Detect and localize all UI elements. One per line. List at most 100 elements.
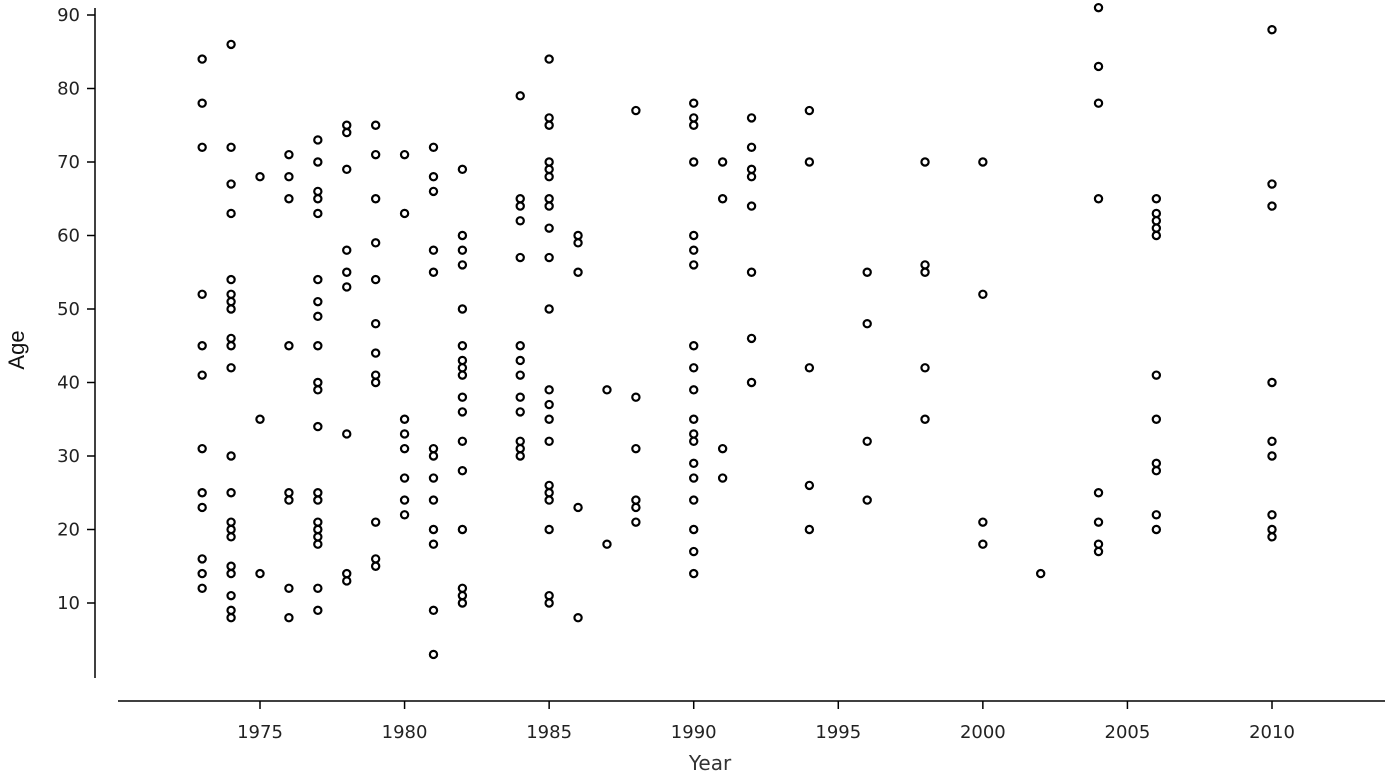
data-point (342, 164, 352, 175)
data-point (342, 576, 352, 586)
data-point (370, 517, 381, 527)
data-point (226, 613, 236, 623)
data-point (197, 443, 207, 454)
data-point (313, 341, 323, 351)
data-point (428, 473, 439, 483)
data-point (1267, 532, 1277, 542)
data-point (1267, 201, 1277, 211)
data-point (689, 568, 699, 579)
data-point (746, 164, 757, 175)
data-point (978, 539, 988, 549)
data-point (457, 355, 468, 366)
data-point (544, 590, 554, 601)
data-point (342, 429, 352, 439)
data-point (1035, 568, 1046, 579)
data-point (689, 473, 699, 483)
data-point (226, 568, 236, 579)
data-point (197, 488, 207, 498)
data-point (226, 304, 236, 314)
data-point (457, 436, 468, 446)
data-point (313, 495, 323, 505)
data-point (717, 443, 728, 454)
data-point (515, 407, 525, 417)
data-point (428, 245, 439, 255)
data-point (1267, 451, 1277, 461)
data-point (370, 561, 381, 571)
data-point (746, 142, 757, 152)
data-point (255, 568, 265, 579)
data-point (515, 341, 525, 351)
data-point (226, 517, 236, 527)
data-point (573, 267, 583, 277)
data-point (342, 120, 352, 130)
data-point (370, 194, 381, 204)
data-point (544, 495, 554, 505)
data-point (515, 355, 525, 366)
data-point (1267, 510, 1277, 520)
data-point (1151, 208, 1162, 219)
x-axis-title: Year (688, 751, 732, 773)
data-point (804, 105, 815, 116)
y-tick-label: 40 (57, 373, 80, 394)
data-point (689, 341, 699, 351)
data-point (1151, 466, 1162, 476)
data-point (313, 539, 323, 549)
data-point (284, 171, 294, 182)
y-ticks: 10 20 30 40 50 60 70 80 90 (57, 5, 95, 614)
data-point (197, 568, 207, 579)
data-point (313, 605, 323, 616)
data-point (313, 488, 323, 498)
data-point (226, 289, 236, 299)
data-point (978, 517, 988, 527)
data-point (544, 54, 554, 64)
data-point (862, 319, 872, 329)
data-point (1267, 524, 1277, 535)
data-point (544, 113, 554, 123)
data-point (1151, 230, 1162, 241)
data-point (226, 561, 236, 571)
data-point (1267, 25, 1277, 35)
data-point (457, 164, 468, 175)
data-point (284, 613, 294, 623)
data-point (544, 194, 554, 204)
data-point (1093, 488, 1104, 498)
data-point (1093, 539, 1104, 549)
data-point (457, 304, 468, 314)
data-point (428, 267, 439, 277)
data-point (631, 502, 641, 513)
data-point (255, 414, 265, 424)
y-tick-label: 70 (57, 152, 80, 173)
data-point (544, 252, 554, 263)
data-point (1151, 223, 1162, 233)
x-tick-label: 2000 (960, 722, 1006, 743)
data-point (226, 333, 236, 344)
data-point (515, 451, 525, 461)
data-point (428, 142, 439, 152)
data-point (1093, 61, 1104, 72)
data-point (544, 157, 554, 167)
data-point (457, 392, 468, 402)
data-point (226, 208, 236, 219)
data-point (370, 149, 381, 160)
data-point (197, 289, 207, 299)
data-point (255, 171, 265, 182)
data-point (544, 480, 554, 491)
data-point (284, 341, 294, 351)
data-point (920, 363, 930, 373)
data-point (226, 341, 236, 351)
data-point (1151, 524, 1162, 535)
data-point (313, 532, 323, 542)
data-point (1267, 436, 1277, 446)
data-point (544, 120, 554, 130)
data-point (370, 238, 381, 248)
data-point (515, 91, 525, 101)
data-point (804, 524, 815, 535)
data-point (457, 466, 468, 476)
x-tick-label: 1975 (237, 722, 283, 743)
data-point (197, 98, 207, 108)
data-point (1151, 510, 1162, 520)
data-point (573, 230, 583, 241)
data-point (342, 245, 352, 255)
data-point (544, 436, 554, 446)
